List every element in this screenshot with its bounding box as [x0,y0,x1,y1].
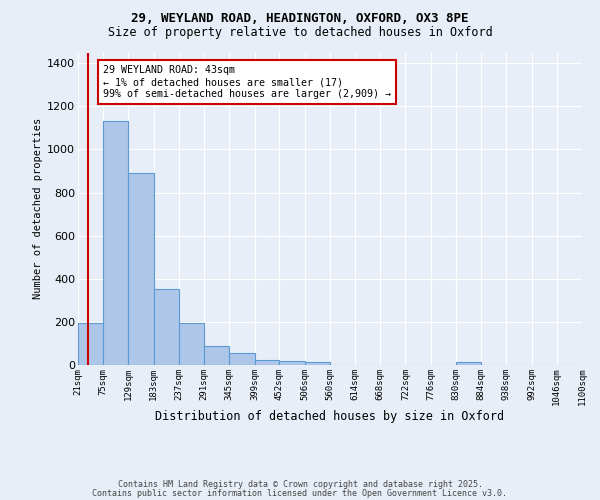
Text: Contains public sector information licensed under the Open Government Licence v3: Contains public sector information licen… [92,488,508,498]
Bar [204,346,229,365]
Bar [103,122,128,365]
Text: 29 WEYLAND ROAD: 43sqm
← 1% of detached houses are smaller (17)
99% of semi-deta: 29 WEYLAND ROAD: 43sqm ← 1% of detached … [103,66,391,98]
Bar [128,172,154,365]
Bar [154,289,179,365]
Text: 29, WEYLAND ROAD, HEADINGTON, OXFORD, OX3 8PE: 29, WEYLAND ROAD, HEADINGTON, OXFORD, OX… [131,12,469,26]
X-axis label: Distribution of detached houses by size in Oxford: Distribution of detached houses by size … [155,410,505,422]
Text: Contains HM Land Registry data © Crown copyright and database right 2025.: Contains HM Land Registry data © Crown c… [118,480,482,489]
Bar [78,322,103,365]
Bar [456,362,481,365]
Y-axis label: Number of detached properties: Number of detached properties [33,118,43,300]
Text: Size of property relative to detached houses in Oxford: Size of property relative to detached ho… [107,26,493,39]
Bar [179,324,204,365]
Bar [305,362,330,365]
Bar [229,353,254,365]
Bar [280,360,305,365]
Bar [254,360,280,365]
